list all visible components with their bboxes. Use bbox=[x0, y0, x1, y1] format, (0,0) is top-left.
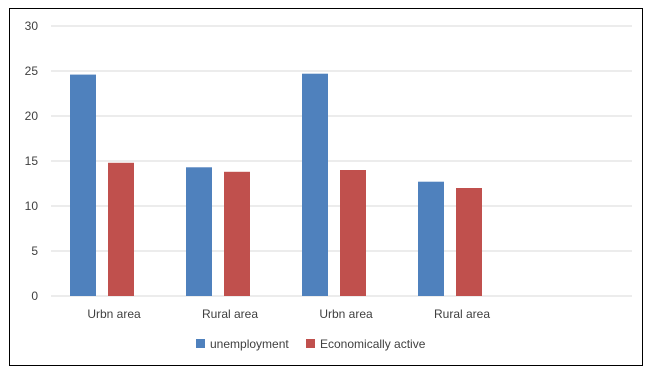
y-tick-label: 10 bbox=[25, 199, 39, 213]
legend-label: unemployment bbox=[210, 337, 289, 351]
bar-economically-active bbox=[224, 171, 250, 296]
x-tick-label: Rural area bbox=[434, 307, 490, 321]
y-tick-label: 30 bbox=[25, 19, 39, 33]
bar-economically-active bbox=[340, 170, 366, 296]
bar-unemployment bbox=[70, 74, 96, 296]
bar-unemployment bbox=[302, 73, 328, 296]
bar-economically-active bbox=[456, 188, 482, 296]
bar-economically-active bbox=[108, 162, 134, 296]
x-tick-label: Urbn area bbox=[319, 307, 373, 321]
y-tick-label: 25 bbox=[25, 64, 39, 78]
legend-label: Economically active bbox=[320, 337, 426, 351]
legend-swatch bbox=[306, 339, 315, 348]
y-tick-label: 15 bbox=[25, 154, 39, 168]
legend-swatch bbox=[196, 339, 205, 348]
x-tick-label: Urbn area bbox=[87, 307, 141, 321]
y-tick-label: 0 bbox=[31, 289, 38, 303]
bar-unemployment bbox=[186, 167, 212, 296]
y-tick-label: 20 bbox=[25, 109, 39, 123]
x-tick-label: Rural area bbox=[202, 307, 258, 321]
y-tick-label: 5 bbox=[31, 244, 38, 258]
bar-unemployment bbox=[418, 181, 444, 296]
